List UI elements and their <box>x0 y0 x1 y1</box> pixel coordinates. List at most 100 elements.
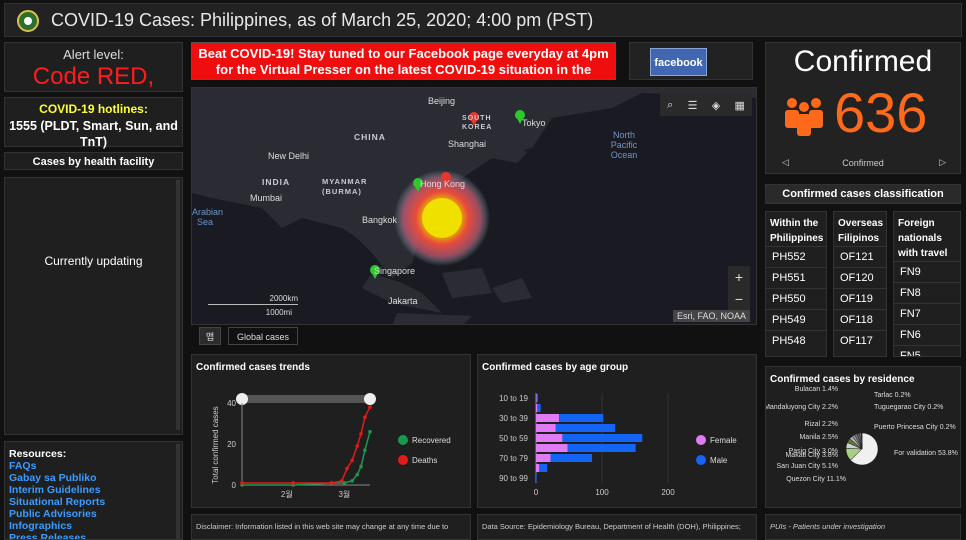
search-icon[interactable]: ⌕ <box>667 98 674 111</box>
pin-marker-icon[interactable] <box>441 172 451 186</box>
map-label-bangkok: Bangkok <box>362 215 398 225</box>
layers-icon[interactable]: ◈ <box>711 99 721 112</box>
cases-map[interactable]: Beijing SOUTH KOREA Tokyo CHINA Shanghai… <box>191 87 757 325</box>
data-point <box>359 431 363 436</box>
data-point <box>350 458 354 463</box>
confirmed-panel: Confirmed 636 ◁ Confirmed ▷ <box>765 42 961 174</box>
within-ph-column[interactable]: Within the Philippines PH552 PH551 PH550… <box>765 211 827 357</box>
japan-landmass <box>522 108 542 148</box>
foreign-column[interactable]: Foreign nationals with travel FN9 FN8 FN… <box>893 211 961 357</box>
pie-label: Bulacan 1.4% <box>795 386 838 393</box>
legend-female: Female <box>696 435 737 445</box>
scrollbar[interactable] <box>176 180 180 430</box>
disclaimer-right-text: PUIs - Patients under investigation <box>770 522 886 531</box>
bar-male <box>562 434 643 442</box>
facility-title: Cases by health facility <box>32 156 155 168</box>
people-icon <box>785 98 823 136</box>
facility-list[interactable]: Currently updating <box>4 177 183 435</box>
legend-recovered: Recovered <box>398 435 451 445</box>
trend-chart[interactable]: 0 20 40 2월 3월 Total confirmed cases <box>192 355 472 509</box>
case-item[interactable]: FN9 <box>894 261 960 282</box>
map-canvas[interactable] <box>192 88 757 325</box>
foreign-head: Foreign nationals with travel <box>898 218 948 259</box>
qr-code-icon[interactable]: ▦ <box>734 99 745 112</box>
map-label-north-pacific: North Pacific Ocean <box>610 130 638 160</box>
case-item[interactable]: OF119 <box>834 288 886 309</box>
case-item[interactable]: OF120 <box>834 267 886 288</box>
case-item[interactable]: PH549 <box>766 309 826 330</box>
bar-male <box>536 394 538 402</box>
pin-marker-icon[interactable] <box>413 178 423 192</box>
philippines-heat-core[interactable] <box>422 198 462 238</box>
scrollbar[interactable] <box>176 444 180 539</box>
legend-male: Male <box>696 455 727 465</box>
legend-male-swatch <box>696 455 706 465</box>
borneo-landmass <box>442 268 492 298</box>
age-chart[interactable]: 0 100 200 10 to 19 30 to 39 50 to 59 70 to 79 9… <box>478 355 758 509</box>
trend-chart-title: Confirmed cases trends <box>196 362 310 373</box>
pie-slice <box>850 432 879 466</box>
legend-recovered-label: Recovered <box>412 435 451 445</box>
case-item[interactable]: FN6 <box>894 324 960 345</box>
overseas-column[interactable]: Overseas Filipinos OF121 OF120 OF119 OF1… <box>833 211 887 357</box>
trend-chart-panel: Confirmed cases trends 0 20 40 2월 3월 Total co… <box>191 354 471 508</box>
case-item[interactable]: FN7 <box>894 303 960 324</box>
series-line-recovered <box>242 431 371 486</box>
disclaimer-middle-text: Data Source: Epidemiology Bureau, Depart… <box>482 522 741 531</box>
pin-marker-icon[interactable] <box>370 265 380 279</box>
zoom-in-button[interactable]: + <box>728 266 750 288</box>
case-item[interactable]: FN5 <box>894 345 960 356</box>
case-item[interactable]: PH551 <box>766 267 826 288</box>
tab-global-cases[interactable]: Global cases <box>228 327 298 345</box>
resource-link-faqs[interactable]: FAQs <box>9 460 37 472</box>
resource-link-infographics[interactable]: Infographics <box>9 520 73 532</box>
hotlines-title: COVID-19 hotlines: <box>39 102 148 116</box>
bar-male <box>567 444 636 452</box>
next-arrow-icon[interactable]: ▷ <box>939 157 946 167</box>
pie-label: Tarlac 0.2% <box>874 392 911 399</box>
prev-arrow-icon[interactable]: ◁ <box>782 157 789 167</box>
range-slider-handle-right <box>364 393 376 405</box>
pin-marker-icon[interactable] <box>515 110 525 124</box>
pie-label: Quezon City 11.1% <box>786 476 846 483</box>
map-attribution: Esri, FAO, NOAA <box>672 310 750 322</box>
zoom-out-button[interactable]: − <box>728 288 750 310</box>
tab-map[interactable]: 맵 <box>199 327 221 345</box>
resource-link-advisories[interactable]: Public Advisories <box>9 508 97 520</box>
x-tick-label: 3월 <box>338 489 350 499</box>
residence-chart-title: Confirmed cases by residence <box>770 374 915 385</box>
facebook-button[interactable]: facebook <box>650 48 707 76</box>
pin-marker-icon[interactable] <box>469 112 479 126</box>
map-label-shanghai: Shanghai <box>448 139 487 149</box>
residence-chart[interactable]: For validation 53.8% Quezon City 11.1% San… <box>766 367 961 508</box>
bar-female <box>536 404 538 412</box>
legend-list-icon[interactable]: ☰ <box>687 99 698 112</box>
map-label-mumbai: Mumbai <box>250 193 283 203</box>
bar-female <box>536 444 568 452</box>
case-item[interactable]: PH550 <box>766 288 826 309</box>
case-item[interactable]: OF117 <box>834 330 886 351</box>
pie-label: Pasig City 3.0% <box>789 448 838 455</box>
facility-status: Currently updating <box>44 254 143 268</box>
case-item[interactable]: PH552 <box>766 246 826 267</box>
asia-landmass <box>192 88 612 278</box>
resource-link-gabay[interactable]: Gabay sa Publiko <box>9 472 97 484</box>
facility-header: Cases by health facility <box>4 152 183 170</box>
overseas-head: Overseas Filipinos <box>838 218 884 244</box>
disclaimer-left-text: Disclaimer: Information listed in this w… <box>196 522 449 531</box>
case-item[interactable]: OF118 <box>834 309 886 330</box>
case-item[interactable]: OF121 <box>834 246 886 267</box>
data-point <box>342 481 347 485</box>
bar-male <box>550 454 593 462</box>
resource-link-sitreps[interactable]: Situational Reports <box>9 496 106 508</box>
scale-line <box>208 304 298 305</box>
case-item[interactable]: FN8 <box>894 282 960 303</box>
case-item[interactable]: PH548 <box>766 330 826 351</box>
northern-landmass <box>192 88 756 108</box>
java-landmass <box>392 313 472 324</box>
y-tick-label: 20 <box>227 440 236 449</box>
disclaimer-right: PUIs - Patients under investigation <box>765 514 961 540</box>
resource-link-guidelines[interactable]: Interim Guidelines <box>9 484 101 496</box>
bar-male <box>555 424 616 432</box>
resource-link-press[interactable]: Press Releases <box>9 532 87 540</box>
